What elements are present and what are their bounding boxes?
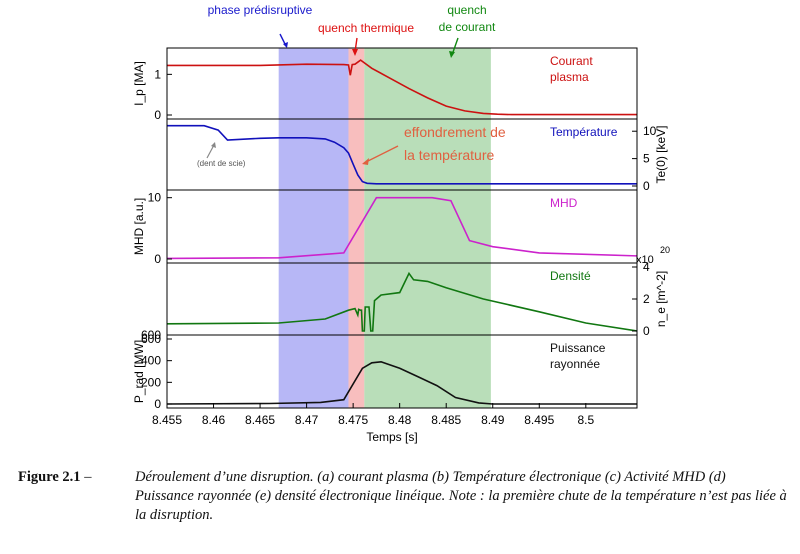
series-label-mhd: MHD [550, 196, 578, 210]
caption-dash: – [84, 469, 92, 485]
series-label-ne: Densité [550, 269, 591, 283]
left-tick-label-prad: 600 [141, 332, 161, 346]
left-tick-label-ne: 600 [141, 328, 161, 342]
series-label-prad: rayonnée [550, 357, 600, 371]
series-line-te [167, 124, 637, 185]
phase-band-1 [348, 48, 365, 408]
series-label-ip: Courant [550, 54, 593, 68]
annotation-dent-de-scie: (dent de scie) [197, 159, 246, 168]
phase-band-0 [278, 48, 349, 408]
arrow-cq-head [449, 51, 455, 58]
exponent-power: 20 [660, 245, 670, 255]
x-tick-label: 8.495 [524, 413, 554, 427]
x-tick-label: 8.46 [202, 413, 226, 427]
ylabel-right-te: Te(0) [keV] [654, 125, 668, 183]
arrow-pre-head [283, 42, 288, 48]
exponent-label: x10 [636, 254, 654, 266]
phase-label-cq2: de courant [439, 20, 496, 34]
x-tick-label: 8.465 [245, 413, 275, 427]
panel-frame-prad [166, 334, 638, 409]
ylabel-left-mhd: MHD [a.u.] [132, 198, 146, 255]
left-tick-label-prad: 400 [141, 354, 161, 368]
phase-band-2 [364, 48, 491, 408]
series-line-mhd [166, 196, 638, 260]
series-line-ne [166, 271, 638, 332]
annotation-effondrement-2: la température [404, 147, 494, 163]
ylabel-left-prad: P_rad [MW] [132, 340, 146, 403]
right-tick-label-ne: 4 [643, 260, 650, 274]
right-tick-label-te: 10 [643, 124, 657, 138]
x-tick-label: 8.485 [431, 413, 461, 427]
caption-text: Déroulement d’une disruption. (a) couran… [135, 469, 787, 523]
x-tick-label: 8.5 [577, 413, 594, 427]
arrow-dent [206, 144, 215, 159]
ylabel-right-ne: n_e [m^-2] [654, 271, 668, 327]
caption-label: Figure 2.1 [18, 469, 81, 485]
right-tick-label-te: 5 [643, 152, 650, 166]
annotation-effondrement-1: effondrement de [404, 124, 506, 140]
arrow-dent-head [211, 142, 216, 148]
x-tick-label: 8.455 [152, 413, 182, 427]
ylabel-left-ip: I_p [MA] [132, 61, 146, 106]
figure-caption: Figure 2.1 – Déroulement d’une disruptio… [18, 468, 788, 525]
x-axis-label: Temps [s] [366, 430, 417, 444]
phase-label-cq1: quench [447, 3, 486, 17]
left-tick-label-mhd: 0 [154, 252, 161, 266]
left-tick-label-mhd: 10 [148, 191, 162, 205]
series-line-prad [166, 360, 637, 405]
phase-label-pre: phase prédisruptive [208, 3, 313, 17]
left-tick-label-ip: 1 [154, 67, 161, 81]
x-tick-label: 8.48 [388, 413, 412, 427]
arrow-effondrement [363, 145, 399, 164]
right-tick-label-ne: 2 [643, 292, 650, 306]
x-tick-label: 8.49 [481, 413, 505, 427]
phase-label-tq: quench thermique [318, 21, 414, 35]
x-tick-label: 8.47 [295, 413, 319, 427]
x-tick-label: 8.475 [338, 413, 368, 427]
arrow-effondrement-head [362, 158, 369, 165]
series-line-ip [167, 59, 637, 116]
right-tick-label-te: 0 [643, 179, 650, 193]
left-tick-label-ip: 0 [154, 108, 161, 122]
series-label-ip: plasma [550, 70, 589, 84]
arrow-tq-head [352, 49, 358, 56]
series-label-prad: Puissance [550, 341, 606, 355]
left-tick-label-prad: 200 [141, 375, 161, 389]
left-tick-label-prad: 0 [154, 397, 161, 411]
series-label-te: Température [550, 125, 618, 139]
right-tick-label-ne: 0 [643, 324, 650, 338]
